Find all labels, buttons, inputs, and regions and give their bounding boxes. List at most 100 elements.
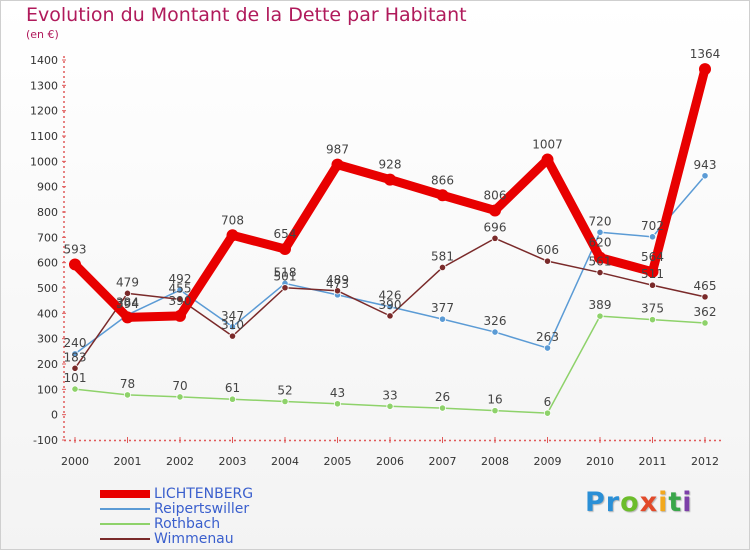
data-label-rothbach: 33	[382, 388, 397, 402]
data-label-wimmenau: 390	[379, 298, 402, 312]
data-label-wimmenau: 489	[326, 273, 349, 287]
data-point-wimmenau	[176, 295, 184, 303]
data-label-lichtenberg: 593	[64, 242, 87, 256]
data-label-lichtenberg: 1007	[532, 138, 563, 152]
data-point-rothbach	[438, 404, 447, 412]
chart-subtitle: (en €)	[26, 28, 59, 41]
data-label-rothbach: 26	[435, 390, 450, 404]
data-label-lichtenberg: 1364	[690, 47, 721, 61]
x-tick-label: 2010	[586, 455, 614, 468]
data-point-wimmenau	[281, 284, 289, 292]
legend-item-rothbach: Rothbach	[100, 515, 253, 532]
data-label-reipertswiller: 394	[116, 297, 139, 311]
data-point-reipertswiller	[438, 315, 447, 323]
data-label-reipertswiller: 702	[641, 219, 664, 233]
data-label-rothbach: 16	[487, 393, 502, 407]
data-point-rothbach	[648, 316, 657, 324]
legend-label-rothbach: Rothbach	[154, 515, 221, 532]
legend: LICHTENBERG Reipertswiller Rothbach Wimm…	[100, 486, 253, 547]
data-point-wimmenau	[491, 234, 499, 242]
y-tick-label: 700	[37, 231, 58, 244]
data-label-lichtenberg: 928	[379, 158, 402, 172]
data-point-lichtenberg	[69, 258, 81, 271]
data-label-reipertswiller: 518	[274, 265, 297, 279]
y-tick-label: 1000	[30, 155, 58, 168]
data-label-reipertswiller: 347	[221, 309, 244, 323]
y-tick-label: 300	[37, 333, 58, 346]
x-tick-label: 2002	[166, 455, 194, 468]
data-point-rothbach	[123, 391, 132, 399]
data-point-rothbach	[543, 409, 552, 417]
data-label-wimmenau: 465	[694, 279, 717, 293]
data-point-lichtenberg	[384, 173, 396, 186]
logo-letter: r	[605, 487, 621, 518]
data-label-wimmenau: 581	[431, 249, 454, 263]
data-label-wimmenau: 561	[589, 255, 612, 269]
x-tick-label: 2005	[324, 455, 352, 468]
legend-item-wimmenau: Wimmenau	[100, 530, 253, 547]
data-point-rothbach	[701, 319, 709, 327]
y-tick-label: 800	[37, 206, 58, 219]
data-label-rothbach: 6	[544, 395, 552, 409]
data-point-lichtenberg	[279, 242, 291, 255]
data-point-rothbach	[491, 407, 499, 415]
data-point-lichtenberg	[436, 189, 449, 202]
y-tick-label: 900	[37, 181, 58, 194]
y-tick-label: 600	[37, 257, 58, 270]
data-label-lichtenberg: 384	[116, 295, 139, 309]
y-tick-label: 1100	[30, 130, 58, 143]
chart-title: Evolution du Montant de la Dette par Hab…	[26, 4, 467, 26]
data-label-reipertswiller: 473	[326, 277, 349, 291]
data-point-reipertswiller	[228, 323, 237, 331]
data-point-reipertswiller	[596, 228, 604, 236]
legend-label-reipertswiller: Reipertswiller	[154, 500, 250, 517]
data-point-reipertswiller	[543, 344, 552, 352]
data-point-wimmenau	[543, 257, 552, 265]
logo-letter: i	[658, 487, 669, 518]
y-tick-label: 500	[37, 282, 58, 295]
data-point-wimmenau	[701, 293, 709, 301]
data-point-wimmenau	[596, 268, 604, 277]
logo-letter: t	[668, 487, 683, 518]
x-tick-label: 2006	[376, 455, 404, 468]
data-point-lichtenberg	[646, 265, 659, 278]
legend-item-reipertswiller: Reipertswiller	[100, 500, 253, 517]
x-tick-label: 2001	[114, 455, 142, 468]
data-point-wimmenau	[386, 312, 394, 320]
data-label-wimmenau: 511	[641, 267, 664, 281]
data-label-wimmenau: 183	[64, 350, 87, 364]
data-point-wimmenau	[648, 281, 657, 289]
data-label-rothbach: 362	[694, 305, 717, 319]
data-label-rothbach: 101	[64, 371, 87, 385]
legend-label-wimmenau: Wimmenau	[154, 530, 234, 547]
data-point-reipertswiller	[176, 286, 184, 294]
data-label-reipertswiller: 426	[379, 289, 402, 303]
data-label-reipertswiller: 492	[169, 272, 192, 286]
data-label-rothbach: 78	[120, 377, 135, 391]
y-tick-label: 200	[37, 358, 58, 371]
data-point-lichtenberg	[699, 63, 711, 76]
logo-letter: i	[682, 487, 693, 518]
y-tick-label: 1400	[30, 54, 58, 67]
data-point-rothbach	[176, 393, 184, 401]
data-label-rothbach: 375	[641, 302, 664, 316]
data-label-reipertswiller: 377	[431, 301, 454, 315]
data-point-reipertswiller	[701, 172, 709, 180]
data-label-wimmenau: 479	[116, 275, 139, 289]
x-tick-label: 2012	[691, 455, 719, 468]
data-label-wimmenau: 606	[536, 243, 559, 257]
data-point-rothbach	[228, 395, 237, 403]
data-label-lichtenberg: 866	[431, 173, 454, 187]
x-tick-label: 2007	[429, 455, 457, 468]
data-point-rothbach	[71, 385, 79, 393]
data-point-rothbach	[386, 402, 394, 410]
data-point-lichtenberg	[489, 204, 501, 217]
data-point-reipertswiller	[648, 233, 657, 241]
data-point-wimmenau	[438, 263, 447, 272]
data-point-lichtenberg	[226, 229, 239, 242]
y-tick-label: 400	[37, 307, 58, 320]
data-label-lichtenberg: 390	[169, 294, 192, 308]
data-label-wimmenau: 501	[274, 270, 297, 284]
data-point-wimmenau	[71, 364, 79, 372]
